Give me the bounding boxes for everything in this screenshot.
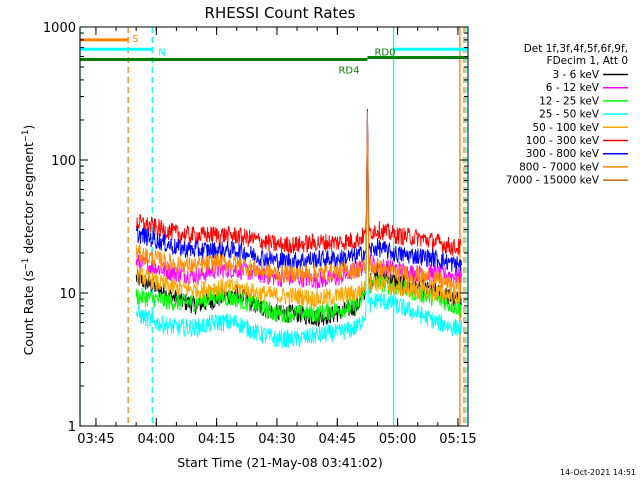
chart-title: RHESSI Count Rates <box>205 4 356 22</box>
y-axis-label-sup: −1 <box>21 258 31 271</box>
legend-entry: 300 - 800 keV <box>526 148 600 160</box>
y-tick-label: 100 <box>51 154 76 169</box>
legend-entry: 25 - 50 keV <box>539 109 600 121</box>
series-line-7 <box>135 109 462 273</box>
state-label-n: N <box>158 47 165 58</box>
legend-entry: 50 - 100 keV <box>532 122 599 134</box>
x-tick-label: 05:15 <box>439 432 476 447</box>
state-label-s: S <box>132 34 138 45</box>
footer-timestamp: 14-Oct-2021 14:51 <box>560 468 636 477</box>
y-tick-label: 10 <box>59 287 76 302</box>
legend-entry: 100 - 300 keV <box>526 135 600 147</box>
axes: 1 10 100 1000 03:45 04:00 04:15 04:30 04:45 05:00… <box>43 21 477 447</box>
x-tick-label: 04:30 <box>258 432 295 447</box>
legend-entry: 800 - 7000 keV <box>519 161 600 173</box>
series-line-8 <box>135 111 462 295</box>
x-tick-label: 04:00 <box>138 432 175 447</box>
series-line-4 <box>135 121 462 349</box>
x-tick-label: 05:00 <box>379 432 416 447</box>
y-tick-label: 1 <box>68 420 76 435</box>
y-axis-label: Count Rate (s−1 detector segment−1) <box>21 125 36 356</box>
legend: Det 1f,3f,4f,5f,6f,9f,FDecim 1, Att 0 3 -… <box>506 43 628 187</box>
y-axis-label-part: detector segment <box>21 142 36 258</box>
y-axis-label-part: ) <box>21 125 36 130</box>
state-label-rd4: RD4 <box>338 65 359 76</box>
series-line-6 <box>135 112 462 256</box>
legend-header: Det 1f,3f,4f,5f,6f,9f, <box>524 43 628 55</box>
x-axis-label: Start Time (21-May-08 03:41:02) <box>177 455 382 470</box>
plot-frame <box>79 26 469 427</box>
y-axis-label-sup: −1 <box>21 130 31 143</box>
x-tick-label: 04:45 <box>319 432 356 447</box>
legend-entry: 3 - 6 keV <box>552 69 599 81</box>
x-tick-label: 03:45 <box>77 432 114 447</box>
legend-entry: 7000 - 15000 keV <box>506 175 600 187</box>
state-label-rd0: RD0 <box>374 47 395 58</box>
plot-area: S N RD4 RD0 <box>79 27 468 426</box>
legend-header: FDecim 1, Att 0 <box>547 55 628 67</box>
x-tick-label: 04:15 <box>198 432 235 447</box>
y-tick-label: 1000 <box>43 21 76 36</box>
y-axis-label-part: Count Rate (s <box>21 270 36 355</box>
legend-entry: 6 - 12 keV <box>546 82 600 94</box>
series-line-3 <box>135 122 462 323</box>
legend-entry: 12 - 25 keV <box>539 95 600 107</box>
